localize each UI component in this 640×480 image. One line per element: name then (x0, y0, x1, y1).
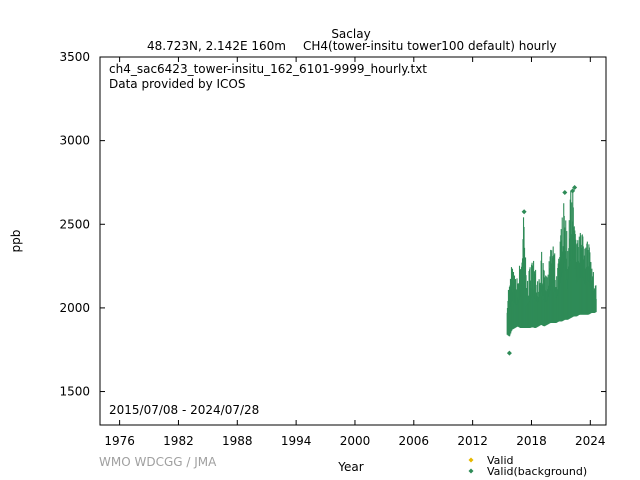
x-tick-label: 1994 (281, 434, 312, 448)
x-axis: 1976 1982 1988 1994 2000 2006 2012 2018 2024 (104, 57, 606, 448)
data-point (506, 350, 512, 356)
x-tick-label: 1982 (163, 434, 194, 448)
data-points (506, 184, 597, 356)
credit-label: WMO WDCGG / JMA (99, 455, 217, 469)
y-tick-label: 2000 (59, 301, 90, 315)
data-point (572, 184, 578, 190)
chart-subtitle-location: 48.723N, 2.142E 160m (147, 39, 286, 53)
x-tick-label: 2012 (457, 434, 488, 448)
y-axis: 1500 2000 2500 3000 3500 (59, 50, 606, 399)
x-tick-label: 2018 (516, 434, 547, 448)
legend-label: Valid(background) (487, 465, 587, 478)
chart-subtitle-series: CH4(tower-insitu tower100 default) hourl… (303, 39, 557, 53)
x-tick-label: 2024 (575, 434, 606, 448)
y-axis-label: ppb (9, 230, 23, 253)
file-label: ch4_sac6423_tower-insitu_162_6101-9999_h… (109, 62, 427, 76)
data-point (570, 188, 576, 194)
date-range-label: 2015/07/08 - 2024/07/28 (109, 403, 259, 417)
data-point (521, 209, 527, 215)
chart-title: Saclay (331, 27, 370, 41)
y-tick-label: 1500 (59, 385, 90, 399)
x-tick-label: 1988 (222, 434, 253, 448)
provider-label: Data provided by ICOS (109, 77, 245, 91)
y-tick-label: 3000 (59, 134, 90, 148)
y-tick-label: 3500 (59, 50, 90, 64)
x-tick-label: 2006 (399, 434, 430, 448)
y-tick-label: 2500 (59, 217, 90, 231)
legend-marker (468, 468, 474, 474)
plot-frame (99, 56, 607, 426)
x-tick-label: 1976 (104, 434, 135, 448)
x-axis-label: Year (337, 460, 363, 474)
data-point (562, 189, 568, 195)
legend-marker (468, 457, 474, 463)
legend-label: Valid (487, 454, 514, 467)
x-tick-label: 2000 (340, 434, 371, 448)
